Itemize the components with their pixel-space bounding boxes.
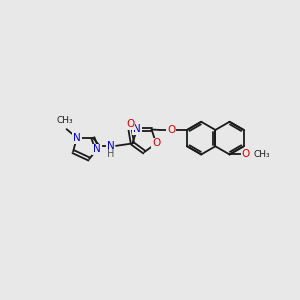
Text: O: O	[167, 125, 175, 135]
Text: N: N	[93, 145, 101, 154]
Text: N: N	[133, 124, 141, 134]
Text: O: O	[242, 149, 250, 160]
Text: CH₃: CH₃	[57, 116, 74, 125]
Text: N: N	[73, 133, 81, 143]
Text: H: H	[107, 149, 114, 159]
Text: O: O	[126, 119, 134, 129]
Text: CH₃: CH₃	[253, 150, 270, 159]
Text: O: O	[152, 139, 160, 148]
Text: N: N	[107, 141, 115, 151]
